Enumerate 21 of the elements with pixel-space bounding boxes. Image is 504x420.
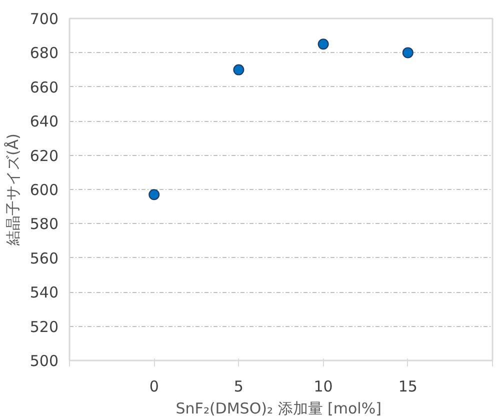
y-tick-label: 600 <box>30 181 59 199</box>
y-tick-label: 680 <box>30 44 59 62</box>
y-tick-label: 520 <box>30 318 59 336</box>
y-axis-title: 結晶子サイズ(Å) <box>4 134 22 246</box>
x-axis-title: SnF₂(DMSO)₂ 添加量 [mol%] <box>176 400 382 418</box>
x-tick-label: 0 <box>149 378 159 396</box>
x-tick-label: 15 <box>398 378 418 396</box>
point <box>318 38 329 50</box>
y-tick-label: 500 <box>30 352 59 370</box>
x-tick-label: 10 <box>314 378 333 396</box>
y-tick-label: 660 <box>30 78 59 96</box>
y-tick-label: 560 <box>30 249 59 268</box>
point <box>402 47 414 58</box>
y-tick-label: 700 <box>30 10 59 28</box>
x-tick-label: 5 <box>234 378 244 396</box>
point <box>148 189 160 200</box>
y-tick-label: 540 <box>30 284 59 302</box>
y-tick-label: 620 <box>30 146 59 165</box>
y-tick-label: 580 <box>30 215 59 234</box>
point <box>233 64 244 76</box>
y-tick-label: 640 <box>30 112 59 131</box>
